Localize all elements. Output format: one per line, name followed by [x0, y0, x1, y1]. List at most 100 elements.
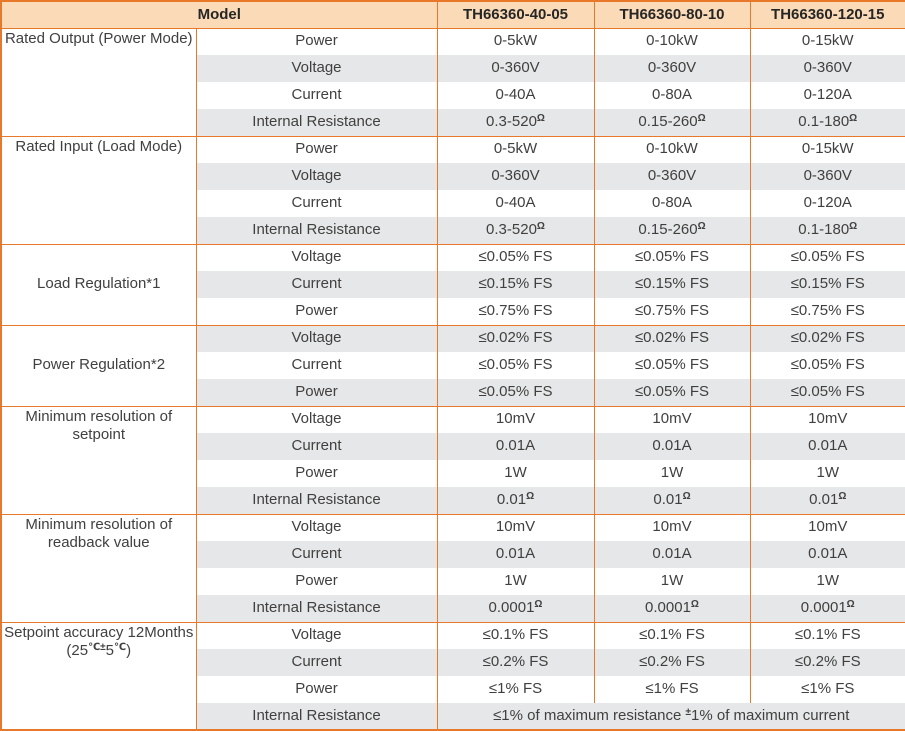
value-cell: ≤0.75% FS: [749, 298, 905, 325]
param-cell: Voltage: [195, 405, 437, 433]
value-cell: 0-80A: [593, 82, 750, 109]
value-cell: 0-120A: [749, 190, 905, 217]
spec-row: Power 1W 1W 1W: [1, 460, 905, 487]
value-cell: 0.01Ω: [749, 487, 905, 514]
group-label: Minimum resolution of readback value: [1, 513, 196, 622]
value-cell: 0.01A: [593, 541, 750, 568]
header-row: Model TH66360-40-05 TH66360-80-10 TH6636…: [1, 1, 905, 29]
spec-row: Current ≤0.2% FS ≤0.2% FS ≤0.2% FS: [1, 649, 905, 676]
spec-row: Internal Resistance 0.01Ω 0.01Ω 0.01Ω: [1, 487, 905, 514]
value-cell: ≤0.05% FS: [436, 352, 594, 379]
param-cell: Current: [195, 649, 437, 676]
value-cell: 0-360V: [436, 163, 594, 190]
spec-row: Internal Resistance 0.3-520Ω 0.15-260Ω 0.1-…: [1, 109, 905, 136]
value-cell: ≤0.1% FS: [436, 621, 594, 649]
spec-row: Power 1W 1W 1W: [1, 568, 905, 595]
value-cell: ≤0.05% FS: [749, 352, 905, 379]
spec-row: Internal Resistance 0.3-520Ω 0.15-260Ω 0.1-…: [1, 217, 905, 244]
value-cell: 0.3-520Ω: [436, 109, 594, 136]
value-cell: 0.01Ω: [593, 487, 750, 514]
value-cell: 0.0001Ω: [593, 595, 750, 622]
param-cell: Voltage: [195, 621, 437, 649]
group-label: Rated Output (Power Mode): [1, 27, 196, 136]
value-cell: 0.01A: [593, 433, 750, 460]
param-cell: Voltage: [195, 163, 437, 190]
value-cell: 0-15kW: [749, 135, 905, 163]
value-cell: ≤1% FS: [436, 676, 594, 703]
value-cell: 10mV: [436, 405, 594, 433]
value-cell: 0.01Ω: [436, 487, 594, 514]
value-cell: ≤0.1% FS: [749, 621, 905, 649]
value-cell: 1W: [749, 460, 905, 487]
value-cell: 0-360V: [436, 55, 594, 82]
value-cell: ≤0.05% FS: [436, 379, 594, 406]
param-cell: Voltage: [195, 324, 437, 352]
spec-row: Power ≤0.05% FS ≤0.05% FS ≤0.05% FS: [1, 379, 905, 406]
model-column-2: TH66360-80-10: [593, 1, 750, 29]
param-cell: Internal Resistance: [195, 109, 437, 136]
group-label: Setpoint accuracy 12Months (25℃±5℃): [1, 621, 196, 730]
value-cell: 1W: [593, 568, 750, 595]
spec-row: Power ≤1% FS ≤1% FS ≤1% FS: [1, 676, 905, 703]
spec-row: Current 0-40A 0-80A 0-120A: [1, 82, 905, 109]
value-cell: 0-40A: [436, 190, 594, 217]
value-cell: 0.3-520Ω: [436, 217, 594, 244]
value-cell: 10mV: [749, 405, 905, 433]
param-cell: Internal Resistance: [195, 703, 437, 730]
value-cell: 0-360V: [749, 163, 905, 190]
value-cell: 0.0001Ω: [749, 595, 905, 622]
spec-row: Power Regulation*2 Voltage ≤0.02% FS ≤0.02%…: [1, 324, 905, 406]
param-cell: Power: [195, 27, 437, 55]
value-cell: 0-5kW: [436, 135, 594, 163]
group-label: Minimum resolution of setpoint: [1, 405, 196, 514]
param-cell: Current: [195, 271, 437, 298]
value-cell: 10mV: [593, 405, 750, 433]
value-cell: 10mV: [593, 513, 750, 541]
value-cell: ≤0.02% FS: [749, 324, 905, 352]
param-cell: Power: [195, 676, 437, 703]
value-cell: 0-15kW: [749, 27, 905, 55]
spec-table-body: Rated Output (Power Mode) Power 0-5kW 0-10k…: [1, 27, 905, 730]
value-cell: 10mV: [436, 513, 594, 541]
value-cell: 0.15-260Ω: [593, 109, 750, 136]
spec-row: Current 0.01A 0.01A 0.01A: [1, 433, 905, 460]
value-cell: 0-5kW: [436, 27, 594, 55]
value-cell: 0-360V: [593, 163, 750, 190]
spec-row: Voltage 0-360V 0-360V 0-360V: [1, 55, 905, 82]
param-cell: Voltage: [195, 513, 437, 541]
spec-row: Internal Resistance 0.0001Ω 0.0001Ω 0.0001Ω: [1, 595, 905, 622]
value-cell: ≤0.15% FS: [593, 271, 750, 298]
value-cell: ≤1% FS: [593, 676, 750, 703]
spec-row: Current 0-40A 0-80A 0-120A: [1, 190, 905, 217]
group-label: Load Regulation*1: [1, 243, 196, 325]
value-cell: ≤0.05% FS: [593, 243, 750, 271]
param-cell: Power: [195, 298, 437, 325]
value-cell: 0-360V: [749, 55, 905, 82]
value-cell: ≤0.1% FS: [593, 621, 750, 649]
value-cell: ≤0.05% FS: [593, 352, 750, 379]
value-cell: ≤0.15% FS: [749, 271, 905, 298]
value-cell: 0-10kW: [593, 135, 750, 163]
param-cell: Power: [195, 568, 437, 595]
param-cell: Current: [195, 433, 437, 460]
spec-row: Load Regulation*1 Voltage ≤0.05% FS ≤0.05% …: [1, 243, 905, 325]
param-cell: Current: [195, 190, 437, 217]
value-cell: 0.15-260Ω: [593, 217, 750, 244]
value-cell: ≤0.05% FS: [436, 243, 594, 271]
value-cell: 0-360V: [593, 55, 750, 82]
spec-row: Setpoint accuracy 12Months (25℃±5℃) Voltag…: [1, 621, 905, 730]
value-cell: ≤0.02% FS: [436, 324, 594, 352]
value-cell: ≤0.02% FS: [593, 324, 750, 352]
spec-row: Rated Input (Load Mode) Power 0-5kW 0-10kW 0…: [1, 135, 905, 244]
spec-row: Power ≤0.75% FS ≤0.75% FS ≤0.75% FS: [1, 298, 905, 325]
group-label: Rated Input (Load Mode): [1, 135, 196, 244]
value-cell: ≤0.2% FS: [593, 649, 750, 676]
value-cell: ≤0.15% FS: [436, 271, 594, 298]
value-cell: 10mV: [749, 513, 905, 541]
spec-row: Internal Resistance ≤1% of maximum resist…: [1, 703, 905, 730]
param-cell: Current: [195, 541, 437, 568]
value-cell: 0.1-180Ω: [749, 109, 905, 136]
value-cell: ≤1% FS: [749, 676, 905, 703]
value-cell: ≤0.05% FS: [749, 243, 905, 271]
